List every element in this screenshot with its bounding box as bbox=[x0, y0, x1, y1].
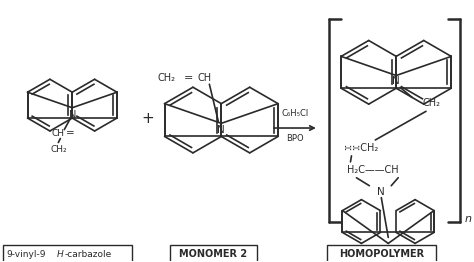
Text: HOMOPOLYMER: HOMOPOLYMER bbox=[339, 249, 424, 259]
Text: H₂C——CH: H₂C——CH bbox=[346, 165, 398, 175]
Text: =: = bbox=[66, 129, 74, 139]
Text: CH₂: CH₂ bbox=[422, 98, 440, 108]
Text: N: N bbox=[218, 125, 225, 135]
Bar bbox=[170, 245, 257, 262]
Text: H: H bbox=[56, 250, 63, 259]
Text: CH₂: CH₂ bbox=[158, 73, 176, 83]
Text: N: N bbox=[392, 77, 400, 86]
Text: CH₂: CH₂ bbox=[50, 145, 67, 154]
Bar bbox=[3, 245, 132, 262]
Text: ∺∺CH₂: ∺∺CH₂ bbox=[344, 143, 378, 153]
Text: C₆H₅Cl: C₆H₅Cl bbox=[281, 109, 309, 118]
Text: N: N bbox=[377, 187, 385, 197]
Text: 9-vinyl-9: 9-vinyl-9 bbox=[7, 250, 46, 259]
Text: MONOMER 2: MONOMER 2 bbox=[179, 249, 247, 259]
Text: n: n bbox=[465, 214, 472, 223]
Text: CH: CH bbox=[197, 73, 211, 83]
Text: CH: CH bbox=[52, 129, 65, 138]
Text: -carbazole: -carbazole bbox=[64, 250, 111, 259]
Bar bbox=[327, 245, 436, 262]
Text: N: N bbox=[69, 110, 76, 120]
Text: BPO: BPO bbox=[286, 134, 304, 143]
Text: +: + bbox=[141, 111, 154, 125]
Text: =: = bbox=[184, 73, 193, 83]
